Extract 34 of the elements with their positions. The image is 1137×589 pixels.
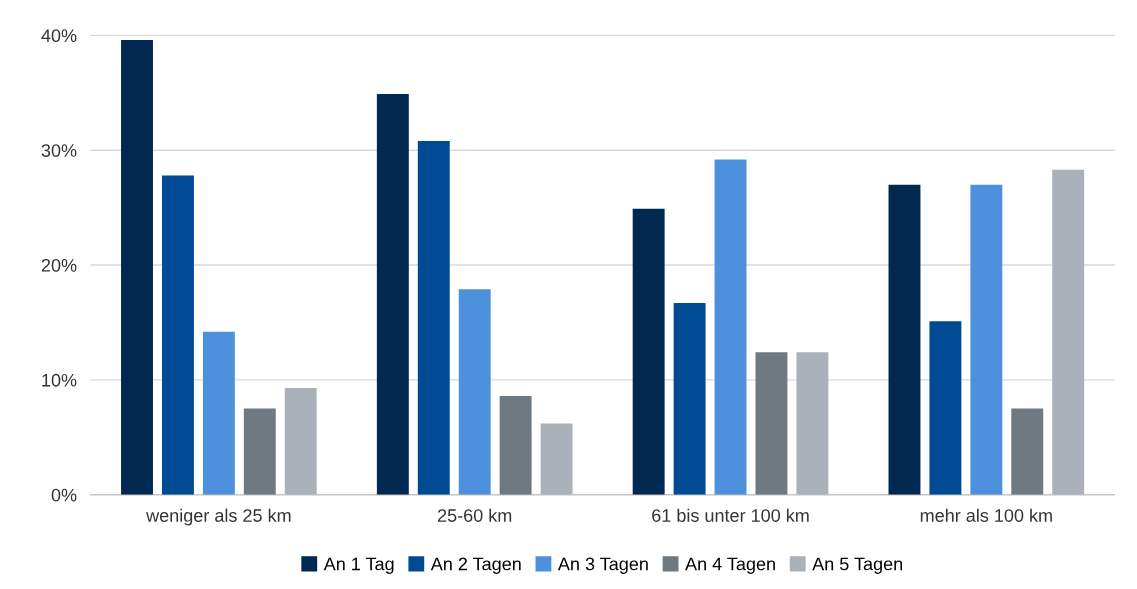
bar xyxy=(796,352,829,495)
bar xyxy=(755,352,788,495)
bar xyxy=(417,141,450,495)
bar xyxy=(161,175,194,495)
bar xyxy=(1011,408,1044,495)
bar xyxy=(970,184,1003,495)
bar xyxy=(673,302,706,495)
bar xyxy=(929,321,962,495)
legend-label: An 5 Tagen xyxy=(812,557,903,574)
bar xyxy=(1052,169,1085,495)
y-tick-label: 0% xyxy=(51,488,77,502)
bar xyxy=(714,159,747,495)
bar xyxy=(540,423,573,495)
bar xyxy=(499,395,532,495)
y-tick-label: 20% xyxy=(41,258,77,272)
y-tick-label: 10% xyxy=(42,373,77,387)
legend-label: An 1 Tag xyxy=(323,557,394,574)
legend-label: An 2 Tagen xyxy=(430,557,521,574)
y-tick-label: 30% xyxy=(41,144,77,157)
y-tick-label: 40% xyxy=(41,29,77,43)
bar xyxy=(888,184,921,495)
legend-label: An 3 Tagen xyxy=(557,557,648,574)
bar xyxy=(458,289,491,495)
x-tick-label: 25-60 km xyxy=(437,508,512,522)
bar xyxy=(121,39,153,495)
bar xyxy=(376,93,409,495)
x-tick-label: weniger als 25 km xyxy=(146,508,291,526)
bar xyxy=(284,387,317,495)
legend-label: An 4 Tagen xyxy=(685,557,775,574)
x-tick-label: mehr als 100 km xyxy=(920,508,1052,522)
bar xyxy=(243,408,276,495)
bar xyxy=(632,208,665,495)
bar xyxy=(202,331,235,495)
x-tick-label: 61 bis unter 100 km xyxy=(652,508,809,522)
